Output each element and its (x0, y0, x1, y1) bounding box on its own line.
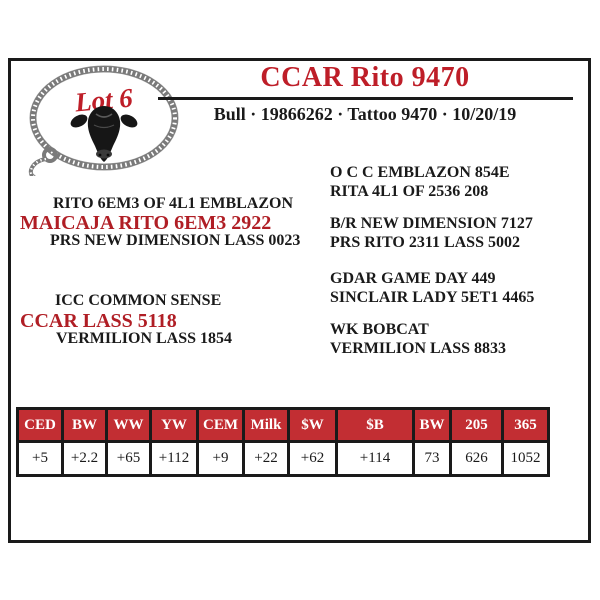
rope-border-icon (29, 65, 179, 171)
dam-grandsire: ICC COMMON SENSE (55, 292, 222, 309)
epd-header-cell: Milk (242, 407, 290, 443)
epd-value-cell: 626 (449, 440, 504, 477)
dam-granddam: VERMILION LASS 1854 (56, 330, 233, 347)
epd-header-cell: BW (412, 407, 452, 443)
ggp-line: RITA 4L1 OF 2536 208 (330, 183, 489, 200)
epd-value-cell: +5 (16, 440, 64, 477)
ggp-line: VERMILION LASS 8833 (330, 340, 507, 357)
sire-name: MAICAJA RITO 6EM3 2922 (20, 212, 272, 234)
epd-header-cell: WW (105, 407, 152, 443)
rope-knot-icon (28, 147, 58, 176)
epd-value-cell: +112 (149, 440, 199, 477)
epd-value-cell: +9 (196, 440, 245, 477)
ggp-line: B/R NEW DIMENSION 7127 (330, 215, 533, 232)
epd-value-cell: +22 (242, 440, 290, 477)
epd-header-cell: $W (287, 407, 338, 443)
epd-header-cell: $B (335, 407, 415, 443)
epd-value-cell: 1052 (501, 440, 550, 477)
animal-info-line: Bull · 19866262 · Tattoo 9470 · 10/20/19 (213, 104, 517, 124)
sire-granddam: PRS NEW DIMENSION LASS 0023 (50, 232, 301, 249)
sire-grandsire: RITO 6EM3 OF 4L1 EMBLAZON (53, 195, 294, 212)
bull-head-icon (70, 106, 138, 162)
ggp-line: WK BOBCAT (330, 321, 429, 338)
epd-header-cell: BW (61, 407, 108, 443)
epd-header-cell: CEM (196, 407, 245, 443)
epd-value-cell: +62 (287, 440, 338, 477)
ggp-line: O C C EMBLAZON 854E (330, 164, 510, 181)
epd-value-cell: 73 (412, 440, 452, 477)
epd-header-cell: 205 (449, 407, 504, 443)
epd-value-cell: +114 (335, 440, 415, 477)
epd-value-row: +5 +2.2 +65 +112 +9 +22 +62 +114 73 626 … (16, 440, 550, 477)
epd-header-row: CED BW WW YW CEM Milk $W $B BW 205 365 (16, 407, 550, 443)
epd-value-cell: +65 (105, 440, 152, 477)
epd-header-cell: CED (16, 407, 64, 443)
lot-badge: Lot 6 (28, 65, 179, 176)
ggp-line: PRS RITO 2311 LASS 5002 (330, 234, 520, 251)
epd-value-cell: +2.2 (61, 440, 108, 477)
epd-header-cell: YW (149, 407, 199, 443)
ggp-line: SINCLAIR LADY 5ET1 4465 (330, 289, 535, 306)
epd-table: CED BW WW YW CEM Milk $W $B BW 205 365 +… (16, 407, 550, 477)
dam-name: CCAR LASS 5118 (20, 310, 177, 332)
title-divider (158, 97, 573, 100)
page-title: CCAR Rito 9470 (260, 62, 470, 93)
epd-header-cell: 365 (501, 407, 550, 443)
ggp-line: GDAR GAME DAY 449 (330, 270, 496, 287)
